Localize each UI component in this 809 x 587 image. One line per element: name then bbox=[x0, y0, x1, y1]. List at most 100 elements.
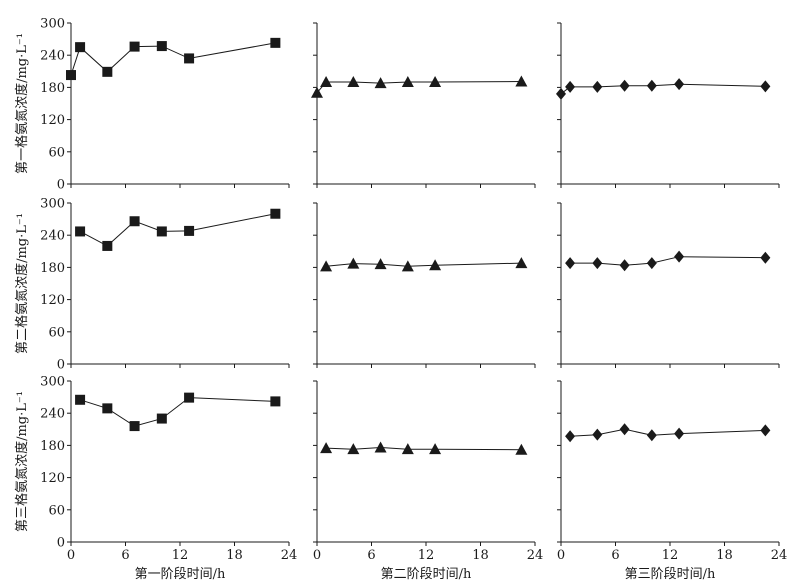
panel-r3c3-point-2 bbox=[619, 423, 630, 436]
panel-r3c3-point-4 bbox=[674, 427, 685, 440]
panel-r3c3-x-tick-label: 24 bbox=[771, 548, 788, 563]
panel-r2c1-point-1 bbox=[102, 240, 113, 251]
panel-r1c1-point-6 bbox=[270, 37, 281, 48]
panel-r2c1-point-5 bbox=[270, 208, 281, 219]
panel-r3c1-x-tick-label: 0 bbox=[67, 548, 75, 563]
panel-r1c2-point-4 bbox=[401, 76, 414, 88]
panel-r1c2-point-1 bbox=[320, 76, 333, 88]
panel-r2c3-point-0 bbox=[565, 257, 576, 270]
panel-r1c1-y-tick-label: 0 bbox=[57, 178, 65, 193]
panel-r1c1-point-0 bbox=[66, 70, 76, 81]
panel-r1c3-point-5 bbox=[674, 78, 685, 91]
panel-r1c1-point-5 bbox=[184, 53, 195, 64]
row-ylabel-3: 第三格氨氮浓度/mg·L⁻¹ bbox=[14, 391, 30, 532]
col-xlabel-3: 第三阶段时间/h bbox=[625, 567, 716, 582]
panel-r2c1-y-tick-label: 120 bbox=[40, 293, 65, 308]
panel-r1c1-y-tick-label: 300 bbox=[40, 17, 65, 32]
panel-r2c2-point-4 bbox=[429, 259, 442, 271]
panel-r2c2-point-0 bbox=[320, 260, 333, 272]
panel-r1c2-point-6 bbox=[515, 75, 528, 87]
panel-r2c2-point-2 bbox=[374, 258, 387, 270]
panel-r3c1-x-tick-label: 12 bbox=[172, 548, 189, 563]
panel-r3c3-x-tick-label: 6 bbox=[611, 548, 619, 563]
panel-r3c1-point-4 bbox=[184, 392, 195, 403]
panel-r2c1-y-tick-label: 240 bbox=[40, 229, 65, 244]
panel-r1c2-series-line bbox=[316, 81, 522, 94]
panel-r3c3-point-0 bbox=[565, 430, 576, 443]
panel-r3c1-x-tick-label: 18 bbox=[226, 548, 243, 563]
panel-r1c1-point-1 bbox=[75, 42, 86, 53]
panel-r3c2-x-tick-label: 18 bbox=[472, 548, 489, 563]
panel-r2c1-y-tick-label: 300 bbox=[40, 197, 65, 212]
panel-r1c2-point-2 bbox=[347, 76, 360, 88]
panel-r2c2-point-3 bbox=[401, 260, 414, 272]
panel-r3c2-series-line bbox=[326, 446, 522, 451]
panel-r2c1-point-2 bbox=[129, 216, 140, 227]
panel-r3c1-y-tick-label: 0 bbox=[57, 536, 65, 551]
panel-r2c1-y-tick-label: 60 bbox=[48, 325, 65, 340]
panel-r3c3-point-3 bbox=[646, 429, 657, 442]
panel-r3c1-y-tick-label: 120 bbox=[40, 471, 65, 486]
panel-r1c1-point-3 bbox=[129, 41, 140, 52]
panel-r1c2-point-3 bbox=[374, 77, 387, 89]
panel-r2c3-point-5 bbox=[760, 251, 771, 264]
panel-r3c1-y-tick-label: 60 bbox=[48, 503, 65, 518]
panel-r1c2-point-5 bbox=[429, 76, 442, 88]
panel-r3c1-x-tick-label: 24 bbox=[281, 548, 298, 563]
panel-r3c1-point-2 bbox=[129, 421, 140, 432]
panel-r3c3-x-tick-label: 0 bbox=[557, 548, 565, 563]
panel-r3c2-point-1 bbox=[347, 443, 360, 455]
panel-r2c2-point-1 bbox=[347, 257, 360, 269]
panel-r3c2-point-5 bbox=[515, 443, 528, 455]
panel-r1c3-point-3 bbox=[619, 79, 630, 92]
panel-r1c1-y-tick-label: 240 bbox=[40, 49, 65, 64]
panel-r3c2-x-tick-label: 24 bbox=[527, 548, 544, 563]
panel-r2c2-series-line bbox=[326, 262, 522, 267]
panel-r1c3-point-0 bbox=[556, 87, 566, 100]
col-xlabel-2: 第二阶段时间/h bbox=[381, 567, 472, 582]
panel-r3c3-x-tick-label: 18 bbox=[716, 548, 733, 563]
panel-r1c3-point-6 bbox=[760, 80, 771, 93]
panel-r2c2-point-5 bbox=[515, 257, 528, 269]
row-ylabel-1: 第一格氨氮浓度/mg·L⁻¹ bbox=[14, 33, 30, 174]
panel-r3c3-point-1 bbox=[592, 428, 603, 441]
panel-r2c1-point-0 bbox=[75, 226, 86, 237]
panel-r2c3-point-3 bbox=[646, 257, 657, 270]
col-xlabel-1: 第一阶段时间/h bbox=[135, 567, 226, 582]
panel-r3c3-point-5 bbox=[760, 424, 771, 437]
panel-r3c3-x-tick-label: 12 bbox=[662, 548, 679, 563]
panel-r3c2-x-tick-label: 0 bbox=[313, 548, 321, 563]
panel-r2c3-point-4 bbox=[674, 250, 685, 263]
panel-r3c2-x-tick-label: 12 bbox=[418, 548, 435, 563]
panel-r3c1-point-1 bbox=[102, 403, 113, 414]
panel-r3c2-point-3 bbox=[401, 443, 414, 455]
panel-r1c1-series-line bbox=[70, 42, 276, 76]
panel-r3c1-point-5 bbox=[270, 396, 281, 407]
panel-r1c2-point-0 bbox=[311, 86, 323, 98]
panel-r1c3-point-2 bbox=[592, 80, 603, 93]
panel-r3c1-point-3 bbox=[156, 413, 167, 424]
panel-r2c1-point-3 bbox=[156, 226, 167, 237]
panel-r1c1-point-2 bbox=[102, 66, 113, 77]
panel-r2c3-point-2 bbox=[619, 259, 630, 272]
panel-r3c1-y-tick-label: 240 bbox=[40, 407, 65, 422]
panel-r1c1-y-tick-label: 180 bbox=[40, 81, 65, 96]
panel-r1c3-series-line bbox=[560, 83, 766, 95]
panel-r3c2-point-4 bbox=[429, 443, 442, 455]
panel-r1c1-point-4 bbox=[156, 41, 167, 52]
panel-r3c2-point-2 bbox=[374, 441, 387, 453]
panel-r1c3-point-4 bbox=[646, 79, 657, 92]
panel-r3c2-point-0 bbox=[320, 442, 333, 454]
panel-r3c1-point-0 bbox=[75, 394, 86, 405]
panel-r1c3-point-1 bbox=[565, 80, 576, 93]
panel-r3c1-x-tick-label: 6 bbox=[121, 548, 129, 563]
panel-r2c1-y-tick-label: 180 bbox=[40, 261, 65, 276]
panel-r2c1-point-4 bbox=[184, 225, 195, 236]
panel-r3c1-y-tick-label: 300 bbox=[40, 375, 65, 390]
panel-r3c1-y-tick-label: 180 bbox=[40, 439, 65, 454]
panel-r1c1-y-tick-label: 120 bbox=[40, 113, 65, 128]
panel-r2c1-y-tick-label: 0 bbox=[57, 358, 65, 373]
panel-r3c2-x-tick-label: 6 bbox=[367, 548, 375, 563]
panel-r2c3-point-1 bbox=[592, 257, 603, 270]
